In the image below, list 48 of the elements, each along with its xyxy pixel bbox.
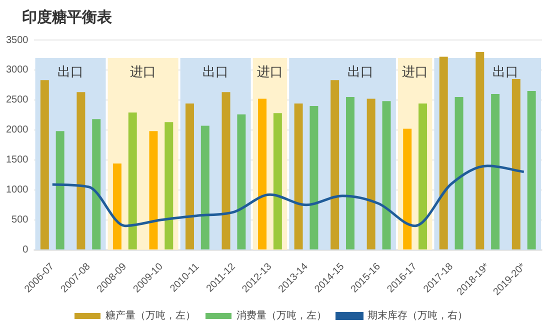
bar xyxy=(222,92,230,250)
bar xyxy=(491,94,500,250)
line-series xyxy=(51,164,526,228)
band-label: 出口 xyxy=(58,64,84,80)
bar xyxy=(382,101,391,250)
bar xyxy=(258,98,267,250)
band-label: 进口 xyxy=(130,64,156,80)
y-tick-label: 0 xyxy=(22,244,29,256)
bar xyxy=(366,98,376,250)
bar xyxy=(92,119,101,250)
bar xyxy=(186,104,194,250)
y-tick-label: 500 xyxy=(12,214,29,226)
bar xyxy=(476,52,484,250)
y-tick-label: 2500 xyxy=(6,94,29,106)
bar xyxy=(330,80,340,250)
bar xyxy=(512,78,520,250)
bar xyxy=(454,96,464,250)
band-label: 出口 xyxy=(348,64,374,80)
bar xyxy=(200,126,210,250)
bar xyxy=(418,104,428,250)
bar xyxy=(149,131,158,250)
bar xyxy=(310,106,318,250)
y-tick-label: 3500 xyxy=(6,34,29,46)
band-label: 出口 xyxy=(492,64,519,80)
y-tick-label: 3000 xyxy=(6,64,29,76)
band-label: 进口 xyxy=(256,64,283,80)
bar xyxy=(273,113,282,250)
bar xyxy=(346,96,354,250)
bar xyxy=(294,104,303,250)
band-label: 出口 xyxy=(202,64,229,80)
legend-label: 糖产量（万吨，左） xyxy=(106,310,196,322)
bar xyxy=(237,114,246,250)
bar xyxy=(112,163,122,250)
band-label: 进口 xyxy=(402,64,428,80)
y-tick-label: 2000 xyxy=(6,124,29,136)
bar xyxy=(527,90,536,250)
legend-label: 消费量（万吨，左） xyxy=(236,310,326,322)
y-tick-label: 1000 xyxy=(6,184,29,196)
bar xyxy=(128,112,137,250)
bar xyxy=(439,56,448,250)
chart-title: 印度糖平衡表 xyxy=(22,8,112,27)
y-tick-label: 1500 xyxy=(6,154,29,166)
legend-label: 期末库存（万吨，右） xyxy=(368,310,468,322)
bar xyxy=(76,92,86,250)
bar xyxy=(403,128,412,250)
bar xyxy=(164,122,174,250)
bar xyxy=(56,131,64,250)
bar xyxy=(40,80,49,250)
